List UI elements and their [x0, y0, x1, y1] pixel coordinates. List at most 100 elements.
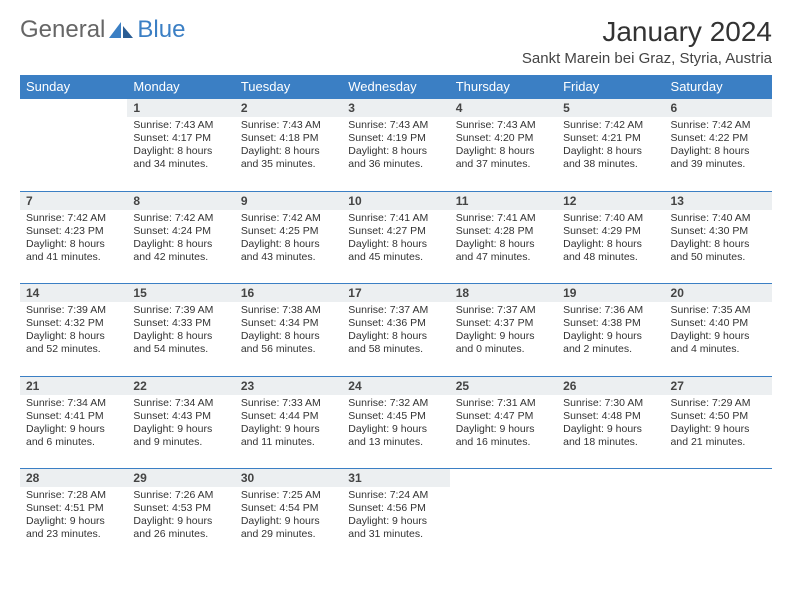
header: General Blue January 2024 Sankt Marein b…	[20, 16, 772, 67]
day-info-line: Sunset: 4:32 PM	[26, 317, 121, 330]
day-number-cell: 30	[235, 469, 342, 488]
day-info-line: Sunset: 4:30 PM	[671, 225, 766, 238]
day-info-line: Daylight: 9 hours and 21 minutes.	[671, 423, 766, 449]
logo: General Blue	[20, 16, 185, 44]
day-info-line: Sunset: 4:19 PM	[348, 132, 443, 145]
day-info-line: Daylight: 9 hours and 6 minutes.	[26, 423, 121, 449]
day-number-cell: 29	[127, 469, 234, 488]
day-info-line: Daylight: 9 hours and 29 minutes.	[241, 515, 336, 541]
day-info-line: Daylight: 8 hours and 36 minutes.	[348, 145, 443, 171]
day-number-cell: 21	[20, 376, 127, 395]
day-info-line: Sunset: 4:48 PM	[563, 410, 658, 423]
day-content-cell: Sunrise: 7:43 AMSunset: 4:17 PMDaylight:…	[127, 117, 234, 191]
day-info-line: Sunrise: 7:29 AM	[671, 397, 766, 410]
day-number-cell: 2	[235, 99, 342, 118]
day-number-cell: 1	[127, 99, 234, 118]
day-number-cell: 22	[127, 376, 234, 395]
day-info-line: Daylight: 8 hours and 38 minutes.	[563, 145, 658, 171]
day-info-line: Sunset: 4:37 PM	[456, 317, 551, 330]
day-info-line: Daylight: 9 hours and 23 minutes.	[26, 515, 121, 541]
day-number-row: 78910111213	[20, 191, 772, 210]
day-content-cell: Sunrise: 7:43 AMSunset: 4:20 PMDaylight:…	[450, 117, 557, 191]
day-info-line: Sunrise: 7:38 AM	[241, 304, 336, 317]
day-content-cell: Sunrise: 7:32 AMSunset: 4:45 PMDaylight:…	[342, 395, 449, 469]
day-info-line: Sunset: 4:56 PM	[348, 502, 443, 515]
day-content-cell: Sunrise: 7:39 AMSunset: 4:33 PMDaylight:…	[127, 302, 234, 376]
weekday-header: Tuesday	[235, 75, 342, 99]
day-content-cell: Sunrise: 7:31 AMSunset: 4:47 PMDaylight:…	[450, 395, 557, 469]
day-content-cell: Sunrise: 7:24 AMSunset: 4:56 PMDaylight:…	[342, 487, 449, 561]
day-info-line: Sunrise: 7:42 AM	[133, 212, 228, 225]
day-info-line: Daylight: 8 hours and 56 minutes.	[241, 330, 336, 356]
day-content-cell: Sunrise: 7:42 AMSunset: 4:22 PMDaylight:…	[665, 117, 772, 191]
day-content-cell: Sunrise: 7:43 AMSunset: 4:19 PMDaylight:…	[342, 117, 449, 191]
day-info-line: Sunrise: 7:35 AM	[671, 304, 766, 317]
day-info-line: Daylight: 9 hours and 16 minutes.	[456, 423, 551, 449]
day-content-cell	[450, 487, 557, 561]
logo-text-blue: Blue	[137, 16, 185, 44]
day-content-cell: Sunrise: 7:34 AMSunset: 4:41 PMDaylight:…	[20, 395, 127, 469]
weekday-header: Wednesday	[342, 75, 449, 99]
day-content-row: Sunrise: 7:39 AM Sunset: 4:32 PM Daylight:…	[20, 302, 772, 376]
day-content-cell: Sunrise: 7:40 AMSunset: 4:30 PMDaylight:…	[665, 210, 772, 284]
day-info-line: Sunset: 4:36 PM	[348, 317, 443, 330]
day-number-cell: 31	[342, 469, 449, 488]
day-content-cell: Sunrise: 7:42 AMSunset: 4:24 PMDaylight:…	[127, 210, 234, 284]
weekday-header: Saturday	[665, 75, 772, 99]
day-content-cell: Sunrise: 7:41 AMSunset: 4:27 PMDaylight:…	[342, 210, 449, 284]
day-info-line: Daylight: 8 hours and 47 minutes.	[456, 238, 551, 264]
day-number-cell: 6	[665, 99, 772, 118]
day-info-line: Sunrise: 7:43 AM	[133, 119, 228, 132]
day-info-line: Sunrise: 7:43 AM	[456, 119, 551, 132]
day-number-cell: 10	[342, 191, 449, 210]
day-info-line: Sunset: 4:50 PM	[671, 410, 766, 423]
day-info-line: Daylight: 8 hours and 58 minutes.	[348, 330, 443, 356]
day-number-cell: 5	[557, 99, 664, 118]
day-info-line: Sunrise: 7:39 AM	[133, 304, 228, 317]
logo-sail-icon	[107, 20, 135, 40]
day-info-line: Sunset: 4:45 PM	[348, 410, 443, 423]
day-number-cell: 19	[557, 284, 664, 303]
day-info-line: Sunset: 4:38 PM	[563, 317, 658, 330]
day-content-cell: Sunrise: 7:33 AMSunset: 4:44 PMDaylight:…	[235, 395, 342, 469]
day-number-cell: 13	[665, 191, 772, 210]
day-number-cell: 4	[450, 99, 557, 118]
day-info-line: Sunrise: 7:26 AM	[133, 489, 228, 502]
day-info-line: Daylight: 9 hours and 11 minutes.	[241, 423, 336, 449]
day-info-line: Daylight: 8 hours and 50 minutes.	[671, 238, 766, 264]
day-info-line: Daylight: 8 hours and 35 minutes.	[241, 145, 336, 171]
day-number-cell	[450, 469, 557, 488]
day-info-line: Daylight: 8 hours and 39 minutes.	[671, 145, 766, 171]
day-info-line: Sunset: 4:25 PM	[241, 225, 336, 238]
weekday-header: Friday	[557, 75, 664, 99]
day-info-line: Sunrise: 7:32 AM	[348, 397, 443, 410]
day-info-line: Sunrise: 7:42 AM	[241, 212, 336, 225]
day-info-line: Sunset: 4:17 PM	[133, 132, 228, 145]
calendar-table: Sunday Monday Tuesday Wednesday Thursday…	[20, 75, 772, 561]
day-info-line: Daylight: 8 hours and 54 minutes.	[133, 330, 228, 356]
day-info-line: Daylight: 9 hours and 9 minutes.	[133, 423, 228, 449]
day-number-cell: 25	[450, 376, 557, 395]
day-number-cell: 17	[342, 284, 449, 303]
day-info-line: Sunset: 4:22 PM	[671, 132, 766, 145]
weekday-header: Monday	[127, 75, 234, 99]
day-content-cell: Sunrise: 7:37 AMSunset: 4:37 PMDaylight:…	[450, 302, 557, 376]
day-content-cell: Sunrise: 7:25 AMSunset: 4:54 PMDaylight:…	[235, 487, 342, 561]
day-info-line: Sunrise: 7:36 AM	[563, 304, 658, 317]
day-number-cell: 18	[450, 284, 557, 303]
day-info-line: Daylight: 9 hours and 31 minutes.	[348, 515, 443, 541]
day-number-cell: 7	[20, 191, 127, 210]
day-content-row: Sunrise: 7:28 AMSunset: 4:51 PMDaylight:…	[20, 487, 772, 561]
day-content-cell: Sunrise: 7:29 AMSunset: 4:50 PMDaylight:…	[665, 395, 772, 469]
day-number-cell: 11	[450, 191, 557, 210]
day-content-cell: Sunrise: 7:26 AMSunset: 4:53 PMDaylight:…	[127, 487, 234, 561]
day-number-cell: 3	[342, 99, 449, 118]
day-content-cell: Sunrise: 7:35 AMSunset: 4:40 PMDaylight:…	[665, 302, 772, 376]
day-number-cell: 16	[235, 284, 342, 303]
day-info-line: Daylight: 8 hours and 45 minutes.	[348, 238, 443, 264]
day-content-cell	[557, 487, 664, 561]
day-number-row: 21222324252627	[20, 376, 772, 395]
day-info-line: Sunset: 4:34 PM	[241, 317, 336, 330]
day-number-cell: 23	[235, 376, 342, 395]
weekday-header-row: Sunday Monday Tuesday Wednesday Thursday…	[20, 75, 772, 99]
